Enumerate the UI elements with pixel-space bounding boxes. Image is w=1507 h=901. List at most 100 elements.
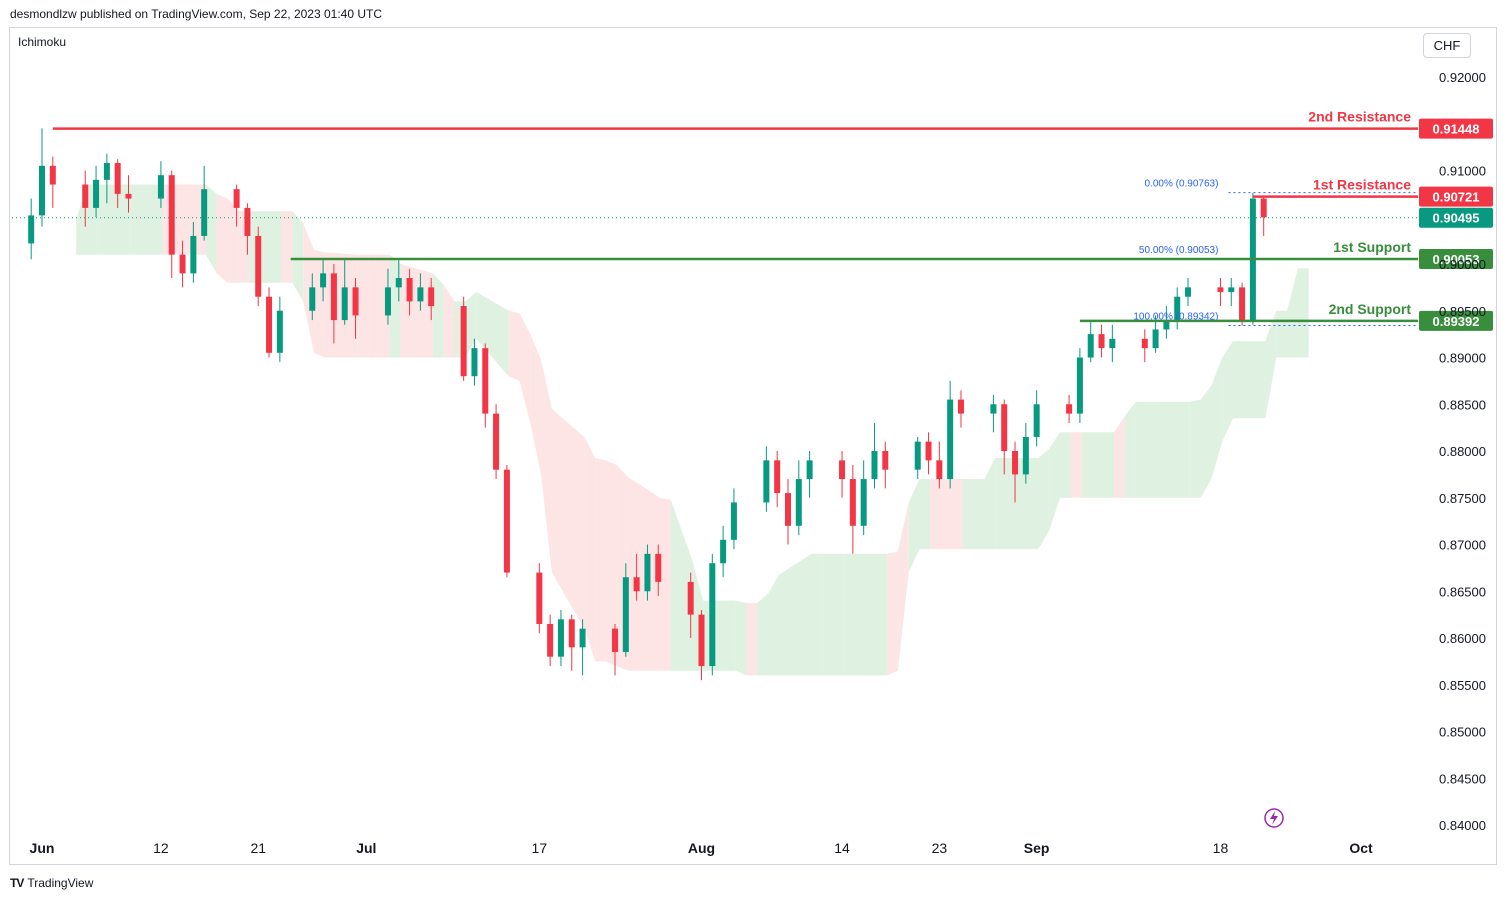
candle-body[interactable] <box>1260 198 1267 218</box>
candle-body[interactable] <box>157 175 164 199</box>
candle-body[interactable] <box>1239 287 1246 321</box>
footer-brand[interactable]: TV TradingView <box>10 876 93 890</box>
candle-body[interactable] <box>698 614 705 667</box>
candle-body[interactable] <box>1066 404 1073 414</box>
candle-body[interactable] <box>763 460 770 503</box>
candle-body[interactable] <box>839 460 846 480</box>
candle-body[interactable] <box>914 441 921 470</box>
candle-body[interactable] <box>849 479 856 526</box>
price-tick-label: 0.89500 <box>1439 304 1486 319</box>
candle-body[interactable] <box>82 184 89 208</box>
candle-body[interactable] <box>460 306 467 377</box>
candle-body[interactable] <box>871 451 878 480</box>
candle-body[interactable] <box>330 273 337 321</box>
candle-body[interactable] <box>568 619 575 648</box>
candle-body[interactable] <box>1174 296 1181 321</box>
cloud-segment <box>897 502 909 671</box>
candle-body[interactable] <box>547 623 554 657</box>
candle-body[interactable] <box>1109 338 1116 349</box>
candle-body[interactable] <box>417 287 424 302</box>
cloud-segment <box>1233 341 1266 419</box>
candle-body[interactable] <box>201 189 208 236</box>
candle-body[interactable] <box>125 193 132 199</box>
bolt-icon[interactable] <box>1264 808 1284 828</box>
candle-body[interactable] <box>936 460 943 480</box>
candle-body[interactable] <box>406 278 413 302</box>
candle-body[interactable] <box>309 287 316 311</box>
candle-body[interactable] <box>1141 338 1148 349</box>
candle-body[interactable] <box>244 207 251 236</box>
level-price-tag <box>1419 186 1493 207</box>
indicator-label[interactable]: Ichimoku <box>18 35 67 49</box>
candle-body[interactable] <box>28 215 35 244</box>
candle-body[interactable] <box>1228 287 1235 293</box>
candle-body[interactable] <box>1012 451 1019 475</box>
candle-body[interactable] <box>1001 404 1008 451</box>
candle-body[interactable] <box>720 539 727 564</box>
candle-body[interactable] <box>795 479 802 526</box>
candle-body[interactable] <box>168 175 175 255</box>
candle-body[interactable] <box>557 619 564 657</box>
candle-body[interactable] <box>957 399 964 414</box>
candle-body[interactable] <box>39 165 45 216</box>
candle-body[interactable] <box>655 553 662 582</box>
candle-body[interactable] <box>774 460 781 494</box>
candle-body[interactable] <box>266 296 273 353</box>
candle-body[interactable] <box>103 163 110 180</box>
candle-body[interactable] <box>806 460 813 480</box>
candle-body[interactable] <box>990 404 997 414</box>
candle-body[interactable] <box>1217 287 1224 293</box>
candle-body[interactable] <box>471 348 478 377</box>
cloud-segment <box>605 460 617 667</box>
tradingview-logo-icon: TV <box>10 876 24 890</box>
candle-body[interactable] <box>1185 287 1192 297</box>
candle-body[interactable] <box>925 441 932 461</box>
time-tick-label: 23 <box>932 840 948 856</box>
candle-body[interactable] <box>1152 329 1159 349</box>
candle-body[interactable] <box>493 413 500 470</box>
candle-body[interactable] <box>882 451 889 470</box>
level-label: 2nd Support <box>1329 301 1412 317</box>
candle-body[interactable] <box>784 493 791 526</box>
candle-body[interactable] <box>709 563 716 667</box>
candle-body[interactable] <box>1076 357 1083 414</box>
candle-body[interactable] <box>114 163 121 194</box>
candle-body[interactable] <box>190 235 197 274</box>
candle-body[interactable] <box>687 581 694 615</box>
candle-body[interactable] <box>276 310 283 353</box>
candle-body[interactable] <box>1087 334 1094 358</box>
candle-body[interactable] <box>352 287 359 316</box>
candle-body[interactable] <box>384 287 391 316</box>
candle-body[interactable] <box>255 235 262 297</box>
candle-body[interactable] <box>622 577 629 653</box>
candle-body[interactable] <box>1098 334 1105 349</box>
candle-body[interactable] <box>1163 320 1170 330</box>
level-price-tag <box>1419 310 1493 331</box>
candle-body[interactable] <box>395 278 402 288</box>
candle-body[interactable] <box>1022 436 1029 475</box>
price-tick-label: 0.91000 <box>1439 164 1486 179</box>
cloud-segment <box>973 479 985 550</box>
candle-body[interactable] <box>233 189 240 208</box>
candle-body[interactable] <box>644 553 651 592</box>
candle-body[interactable] <box>860 479 867 526</box>
candle-body[interactable] <box>482 348 489 414</box>
price-tick-label: 0.84000 <box>1439 818 1486 833</box>
candle-body[interactable] <box>428 287 435 307</box>
candle-body[interactable] <box>49 165 56 185</box>
level-label: 1st Resistance <box>1313 177 1411 193</box>
candle-body[interactable] <box>730 502 737 540</box>
currency-button[interactable]: CHF <box>1423 33 1471 58</box>
candle-body[interactable] <box>579 628 586 648</box>
candle-body[interactable] <box>633 577 640 592</box>
candle-body[interactable] <box>612 628 619 653</box>
candle-body[interactable] <box>93 179 100 208</box>
candle-body[interactable] <box>536 572 543 624</box>
candle-body[interactable] <box>320 273 327 288</box>
candle-body[interactable] <box>503 469 510 573</box>
candle-body[interactable] <box>341 287 348 321</box>
candle-body[interactable] <box>947 399 954 480</box>
candle-body[interactable] <box>179 254 186 274</box>
candle-body[interactable] <box>1033 404 1040 437</box>
